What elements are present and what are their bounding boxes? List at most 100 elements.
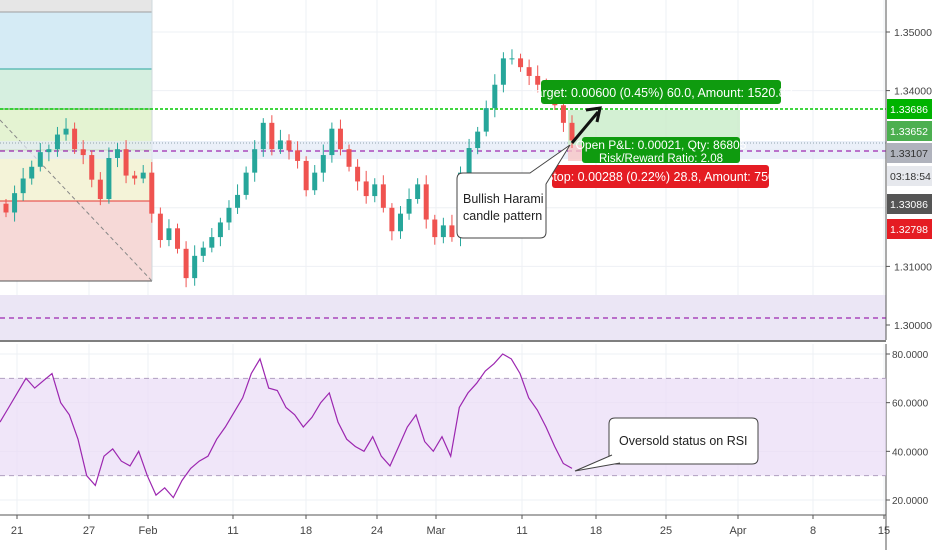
price-tag-bg xyxy=(887,99,932,119)
candle-body xyxy=(89,155,95,180)
callout-rsi-text: Oversold status on RSI xyxy=(619,434,748,448)
candle-body xyxy=(226,207,232,223)
candle-body xyxy=(363,181,369,197)
price-tag-label: 1.33686 xyxy=(890,104,928,116)
price-tag-bg xyxy=(887,121,932,141)
candle-body xyxy=(569,122,575,141)
price-axis-bg xyxy=(886,0,932,550)
rsi-line xyxy=(0,353,573,499)
candle-body xyxy=(12,193,18,213)
candle-body xyxy=(526,67,532,76)
candle-body xyxy=(166,228,172,241)
candle-body xyxy=(46,149,52,153)
price-tag-bg xyxy=(887,143,932,163)
candle-body xyxy=(355,166,361,182)
pnl-label: Open P&L: 0.00021, Qty: 86805 xyxy=(576,138,747,152)
rsi-tick-label: 20.0000 xyxy=(892,496,929,507)
candle-body xyxy=(157,213,163,241)
candle-body xyxy=(449,225,455,238)
time-tick-label: Feb xyxy=(139,525,158,537)
callout-harami-line1: Bullish Harami xyxy=(463,192,544,206)
time-tick-label: 18 xyxy=(590,525,602,537)
candle-body xyxy=(277,140,283,150)
pnl-label-bg xyxy=(582,137,740,163)
price-tag-bg xyxy=(887,194,932,214)
fib-zone xyxy=(0,12,152,69)
time-tick-label: 25 xyxy=(660,525,672,537)
candle-body xyxy=(132,175,138,179)
candle-body xyxy=(3,203,9,213)
candle-body xyxy=(149,172,155,214)
time-tick-label: 24 xyxy=(371,525,383,537)
candle-body xyxy=(346,149,352,167)
candle-body xyxy=(509,58,515,60)
time-tick-label: 8 xyxy=(810,525,816,537)
price-tag-label: 1.33652 xyxy=(890,126,928,138)
candle-body xyxy=(192,255,198,279)
price-tick-label: 1.31000 xyxy=(894,261,932,273)
target-arrow-head xyxy=(585,106,602,123)
rsi-tick-label: 40.0000 xyxy=(892,447,929,458)
fib-zone xyxy=(0,201,152,281)
rsi-tick-label: 60.0000 xyxy=(892,399,929,410)
candle-body xyxy=(200,247,206,256)
candle-body xyxy=(320,155,326,173)
candle-body xyxy=(123,149,129,176)
candle-body xyxy=(80,149,86,156)
time-tick-label: 21 xyxy=(11,525,23,537)
time-tick-label: 27 xyxy=(83,525,95,537)
callout-harami-line2: candle pattern xyxy=(463,209,542,223)
candle-body xyxy=(312,172,318,191)
price-tag-label: 1.33086 xyxy=(890,199,928,211)
candle-body xyxy=(260,122,266,150)
candle-body xyxy=(97,179,103,200)
candle-body xyxy=(114,149,120,158)
candle-body xyxy=(54,134,60,150)
pane-gap xyxy=(0,340,932,344)
candle-body xyxy=(500,58,506,85)
stop-label: Stop: 0.00288 (0.22%) 28.8, Amount: 750 xyxy=(545,170,775,184)
candle-body xyxy=(269,122,275,150)
time-tick-label: 11 xyxy=(227,525,238,537)
candle-body xyxy=(380,184,386,208)
candle-body xyxy=(406,199,412,214)
candle-body xyxy=(397,213,403,232)
stop-label-bg xyxy=(552,165,769,188)
candle-body xyxy=(518,58,524,68)
price-tag-bg xyxy=(887,219,932,239)
time-tick-label: 11 xyxy=(516,525,527,537)
candle-body xyxy=(483,108,489,132)
time-tick-label: 18 xyxy=(300,525,312,537)
price-tick-label: 1.34000 xyxy=(894,86,932,98)
candle-body xyxy=(286,140,292,151)
time-tick-label: Apr xyxy=(729,525,746,537)
price-tag-bg xyxy=(887,166,932,186)
candle-body xyxy=(217,222,223,238)
candle-body xyxy=(295,150,301,161)
rsi-tick-label: 80.0000 xyxy=(892,350,929,361)
candle-body xyxy=(140,172,146,179)
candle-body xyxy=(20,178,26,194)
fib-zone xyxy=(0,0,152,12)
candle-body xyxy=(535,75,541,85)
candle-body xyxy=(235,194,241,208)
callout-pointer-rsi xyxy=(574,454,621,472)
candle-body xyxy=(63,128,69,135)
candle-body xyxy=(337,128,343,150)
price-tag-label: 03:18:54 xyxy=(890,171,931,183)
entry-band xyxy=(0,141,886,159)
candle-body xyxy=(243,172,249,195)
candle-body xyxy=(37,152,43,167)
price-tag-label: 1.32798 xyxy=(890,224,928,236)
time-tick-label: Mar xyxy=(427,525,446,537)
candle-body xyxy=(209,237,215,248)
time-tick-label: 15 xyxy=(878,525,890,537)
candle-body xyxy=(183,248,189,279)
rr-label: Risk/Reward Ratio: 2.08 xyxy=(599,153,723,165)
fib-zone xyxy=(0,69,152,109)
candle-body xyxy=(175,228,181,249)
candle-body xyxy=(432,219,438,238)
candle-body xyxy=(252,149,258,173)
